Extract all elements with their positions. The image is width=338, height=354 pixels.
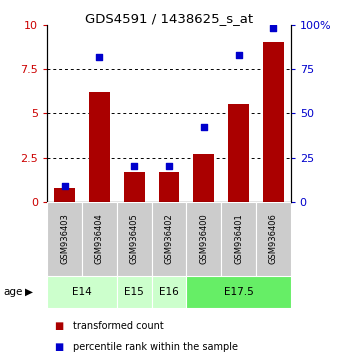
Point	[201, 125, 207, 130]
Bar	[186, 202, 221, 276]
Bar	[89, 92, 110, 202]
Text: GSM936400: GSM936400	[199, 213, 208, 264]
Text: GSM936404: GSM936404	[95, 213, 104, 264]
Text: GSM936403: GSM936403	[60, 213, 69, 264]
Bar	[152, 202, 186, 276]
Text: ■: ■	[54, 342, 63, 352]
Bar	[117, 202, 152, 276]
Bar	[159, 172, 179, 202]
Text: E15: E15	[124, 287, 144, 297]
Bar	[82, 202, 117, 276]
Point	[166, 164, 172, 169]
Text: ■: ■	[54, 321, 63, 331]
Point	[62, 183, 67, 189]
Bar	[193, 154, 214, 202]
Text: percentile rank within the sample: percentile rank within the sample	[73, 342, 238, 352]
Bar	[54, 188, 75, 202]
Point	[97, 54, 102, 59]
Text: E16: E16	[159, 287, 179, 297]
Text: GDS4591 / 1438625_s_at: GDS4591 / 1438625_s_at	[85, 12, 253, 25]
Bar	[186, 276, 291, 308]
Text: GSM936402: GSM936402	[165, 213, 173, 264]
Text: ▶: ▶	[25, 287, 33, 297]
Text: E17.5: E17.5	[224, 287, 254, 297]
Bar	[47, 276, 117, 308]
Text: GSM936401: GSM936401	[234, 213, 243, 264]
Point	[131, 164, 137, 169]
Bar	[256, 202, 291, 276]
Bar	[152, 276, 186, 308]
Text: GSM936405: GSM936405	[130, 213, 139, 264]
Bar	[47, 202, 82, 276]
Text: age: age	[3, 287, 23, 297]
Bar	[221, 202, 256, 276]
Point	[236, 52, 241, 58]
Bar	[228, 104, 249, 202]
Bar	[124, 172, 145, 202]
Text: transformed count: transformed count	[73, 321, 163, 331]
Bar	[263, 42, 284, 202]
Text: E14: E14	[72, 287, 92, 297]
Text: GSM936406: GSM936406	[269, 213, 278, 264]
Point	[271, 25, 276, 31]
Bar	[117, 276, 152, 308]
